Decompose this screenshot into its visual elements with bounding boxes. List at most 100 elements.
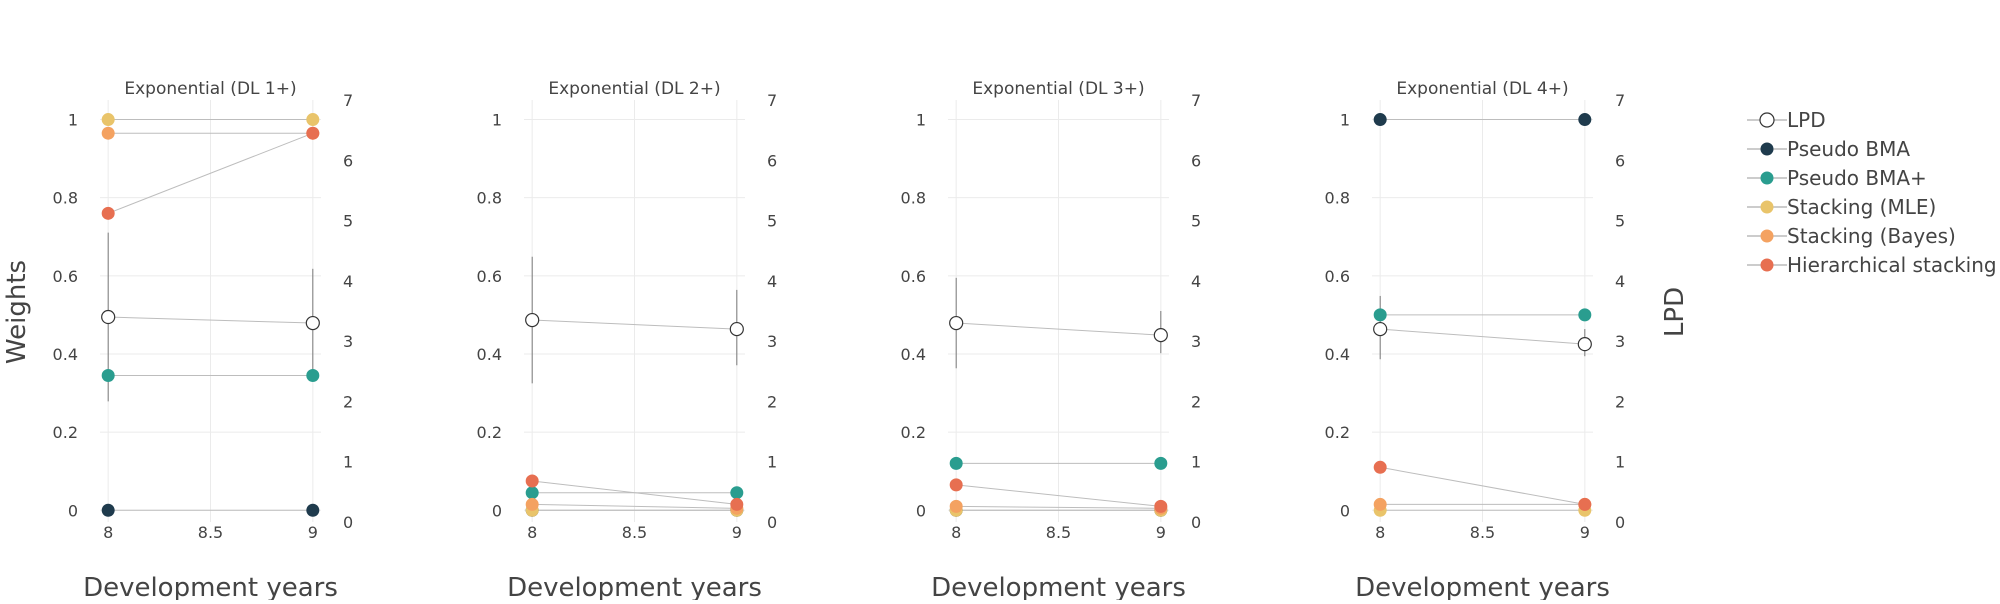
y-right-tick-label: 7: [1615, 91, 1625, 110]
y-left-tick-label: 0.4: [53, 345, 78, 364]
data-point: [1154, 499, 1168, 513]
data-point: [1154, 456, 1168, 470]
y-left-tick-label: 0.2: [901, 423, 926, 442]
legend-label: Stacking (Bayes): [1787, 224, 1956, 248]
data-point: [306, 368, 320, 382]
y-left-tick-label: 0.2: [1325, 423, 1350, 442]
y-right-tick-label: 4: [343, 272, 353, 291]
data-point: [101, 126, 115, 140]
y-left-tick-label: 0.6: [1325, 267, 1350, 286]
y-right-tick-label: 0: [1615, 513, 1625, 532]
y-right-tick-label: 4: [767, 272, 777, 291]
x-tick-label: 8: [103, 523, 113, 542]
data-point: [101, 503, 115, 517]
data-point: [306, 503, 320, 517]
lpd-point: [949, 315, 964, 331]
data-point: [1578, 113, 1592, 127]
y-left-tick-label: 0.6: [53, 267, 78, 286]
x-axis-title: Development years: [931, 573, 1186, 600]
data-point: [1373, 497, 1387, 511]
lpd-point: [1577, 337, 1592, 352]
y-left-tick-label: 0: [1340, 501, 1350, 520]
data-point: [1373, 113, 1387, 127]
data-point: [949, 456, 963, 470]
legend-marker: [1760, 258, 1774, 272]
series-line: [956, 484, 1161, 507]
y-right-tick-label: 6: [343, 151, 353, 170]
y-right-tick-label: 3: [767, 332, 777, 351]
lpd-point: [1373, 321, 1388, 337]
y-left-tick-label: 0.8: [1325, 189, 1350, 208]
y-left-tick-label: 1: [492, 111, 502, 130]
y-right-tick-label: 0: [767, 513, 777, 532]
y-right-tick-label: 7: [1191, 91, 1201, 110]
data-point: [730, 497, 744, 511]
x-tick-label: 8.5: [198, 523, 223, 542]
legend-label: Hierarchical stacking: [1787, 253, 1997, 277]
y-right-tick-label: 3: [1191, 332, 1201, 351]
y-right-tick-label: 5: [1615, 212, 1625, 231]
y-right-tick-label: 3: [343, 332, 353, 351]
y-left-tick-label: 0.4: [477, 345, 502, 364]
data-point: [949, 499, 963, 513]
y-right-tick-label: 4: [1615, 272, 1625, 291]
y-right-tick-label: 4: [1191, 272, 1201, 291]
y-right-tick-label: 5: [1191, 212, 1201, 231]
y-left-tick-label: 0.4: [901, 345, 926, 364]
y-left-tick-label: 0.6: [477, 267, 502, 286]
y-right-tick-label: 7: [343, 91, 353, 110]
y-right-tick-label: 2: [1191, 392, 1201, 411]
lpd-line: [1380, 328, 1585, 345]
y-right-tick-label: 6: [1191, 151, 1201, 170]
data-point: [306, 126, 320, 140]
x-tick-label: 8: [1375, 523, 1385, 542]
lpd-line: [956, 322, 1161, 336]
y-right-tick-label: 5: [343, 212, 353, 231]
y-left-tick-label: 0.2: [53, 423, 78, 442]
y-axis-right-title: LPD: [1660, 287, 1690, 337]
legend-marker: [1760, 229, 1774, 243]
y-left-tick-label: 0.2: [477, 423, 502, 442]
series-line: [108, 132, 313, 214]
y-left-tick-label: 1: [1340, 111, 1350, 130]
y-right-tick-label: 7: [767, 91, 777, 110]
y-right-tick-label: 1: [1191, 453, 1201, 472]
series-line: [532, 480, 737, 505]
y-right-tick-label: 3: [1615, 332, 1625, 351]
lpd-point: [525, 312, 540, 328]
series-line: [532, 503, 737, 509]
y-right-tick-label: 1: [767, 453, 777, 472]
x-tick-label: 8.5: [1470, 523, 1495, 542]
legend-label: LPD: [1787, 108, 1826, 132]
legend-marker: [1759, 112, 1775, 128]
panel-title: Exponential (DL 1+): [124, 79, 296, 99]
lpd-point: [305, 315, 320, 331]
x-axis-title: Development years: [83, 573, 338, 600]
panel-title: Exponential (DL 4+): [1396, 79, 1568, 99]
x-tick-label: 9: [1580, 523, 1590, 542]
x-tick-label: 9: [732, 523, 742, 542]
data-point: [306, 113, 320, 127]
legend-marker: [1760, 171, 1774, 185]
y-right-tick-label: 0: [343, 513, 353, 532]
x-tick-label: 8.5: [1046, 523, 1071, 542]
y-right-tick-label: 1: [1615, 453, 1625, 472]
y-right-tick-label: 5: [767, 212, 777, 231]
lpd-point: [101, 309, 116, 325]
data-point: [1373, 308, 1387, 322]
data-point: [101, 206, 115, 220]
data-point: [1578, 497, 1592, 511]
y-left-tick-label: 0: [68, 501, 78, 520]
y-right-tick-label: 1: [343, 453, 353, 472]
x-axis-title: Development years: [507, 573, 762, 600]
y-right-tick-label: 2: [1615, 392, 1625, 411]
data-point: [1578, 308, 1592, 322]
legend-label: Stacking (MLE): [1787, 195, 1936, 219]
x-tick-label: 9: [1156, 523, 1166, 542]
series-line: [956, 505, 1161, 509]
y-left-tick-label: 0.8: [901, 189, 926, 208]
y-left-tick-label: 0.8: [477, 189, 502, 208]
x-tick-label: 8: [527, 523, 537, 542]
